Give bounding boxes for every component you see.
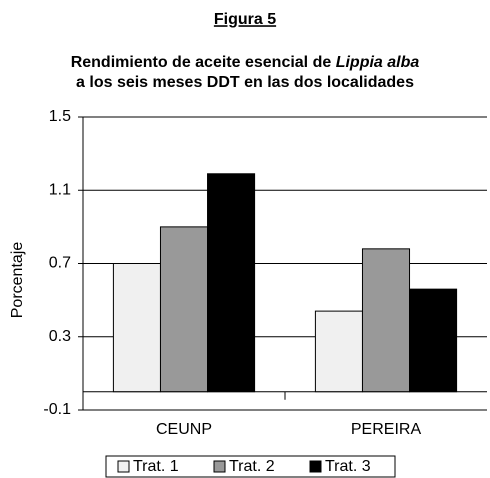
bar <box>361 248 411 393</box>
y-tick-label: -0.1 <box>43 401 71 418</box>
y-tick-label: 0.7 <box>49 255 71 272</box>
x-tick-label: PEREIRA <box>351 421 422 438</box>
subtitle-part: Lippia alba <box>336 54 420 71</box>
legend-box <box>105 455 396 478</box>
bar <box>207 173 256 393</box>
legend-swatch <box>213 460 226 473</box>
subtitle: Rendimiento de aceite esencial de Lippia… <box>71 54 420 71</box>
x-tick-label: CEUNP <box>156 421 212 438</box>
y-tick-label: 1.1 <box>49 181 71 198</box>
chart-title: Figura 5 <box>214 11 276 28</box>
bar <box>409 288 458 393</box>
y-tick-label: 0.3 <box>49 328 71 345</box>
subtitle: a los seis meses DDT en las dos localida… <box>76 74 414 91</box>
bar <box>112 263 161 393</box>
legend-label: Trat. 3 <box>325 458 371 475</box>
bar <box>159 226 209 393</box>
y-tick-label: 1.5 <box>49 108 71 125</box>
bar <box>314 310 363 393</box>
subtitle-part: Rendimiento de aceite esencial de <box>71 54 332 71</box>
legend-swatch <box>117 460 130 473</box>
legend-swatch <box>309 460 322 473</box>
legend-label: Trat. 2 <box>229 458 275 475</box>
legend-label: Trat. 1 <box>133 458 179 475</box>
y-axis-label: Porcentaje <box>9 242 26 319</box>
